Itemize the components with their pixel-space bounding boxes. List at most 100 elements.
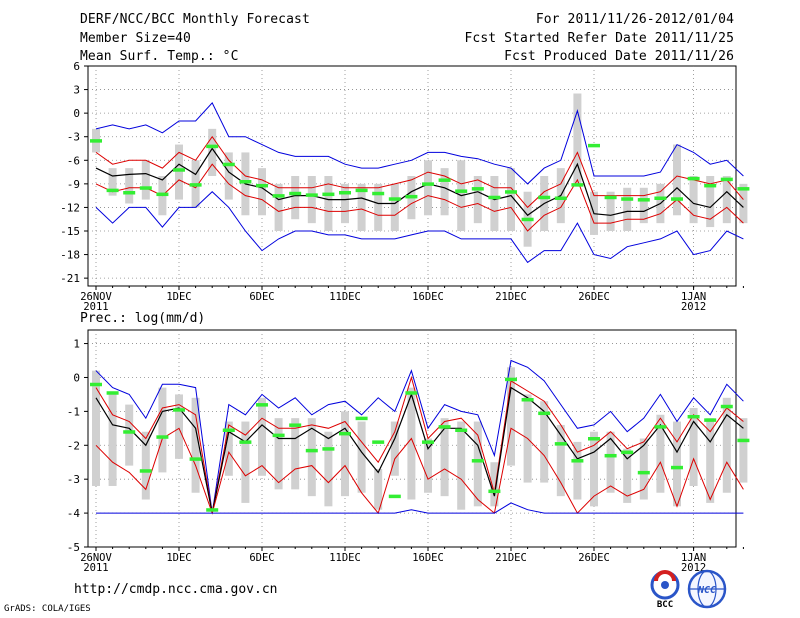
prec-x-tick-label: 1JAN — [681, 552, 706, 564]
temp-y-tick-label: -12 — [60, 201, 80, 214]
temp-y-tick-label: -21 — [60, 272, 80, 285]
prec-box — [507, 367, 515, 466]
temp-observation-marker — [687, 176, 700, 181]
prec-panel-title: Prec.: log(mm/d) — [80, 311, 205, 326]
temp-observation-marker — [737, 187, 750, 191]
prec-observation-marker — [538, 411, 551, 416]
prec-box — [324, 431, 333, 507]
temp-x-tick-year: 2011 — [83, 301, 108, 313]
prec-observation-marker — [206, 508, 219, 512]
prec-box — [92, 370, 100, 486]
temp-observation-marker — [90, 139, 102, 143]
temp-observation-marker — [604, 195, 617, 200]
temp-observation-marker — [704, 183, 717, 188]
temp-box — [208, 128, 217, 176]
prec-box — [673, 421, 681, 507]
temp-observation-marker — [455, 189, 468, 193]
temp-box — [141, 160, 150, 200]
prec-observation-marker — [604, 453, 617, 458]
temp-box — [357, 183, 366, 231]
temp-x-tick-label: 16DEC — [412, 291, 444, 303]
temp-box — [175, 144, 183, 200]
forecast-period-label: For 2011/11/26-2012/01/04 — [535, 12, 734, 27]
temp-observation-marker — [256, 183, 268, 188]
prec-observation-marker — [339, 431, 351, 436]
temp-observation-marker — [671, 197, 683, 201]
prec-box — [639, 438, 648, 500]
prec-box — [490, 462, 499, 507]
temp-observation-marker — [521, 217, 534, 222]
prec-y-tick-label: -5 — [67, 541, 80, 554]
temp-box — [224, 152, 233, 200]
prec-observation-marker — [554, 442, 567, 446]
temp-observation-marker — [339, 191, 351, 195]
temp-observation-marker — [405, 194, 418, 199]
prec-box — [125, 404, 134, 466]
temp-box — [274, 183, 283, 231]
temp-observation-marker — [571, 183, 584, 187]
temp-observation-marker — [538, 195, 551, 200]
temp-x-tick-label: 26DEC — [578, 291, 610, 303]
temp-observation-marker — [720, 177, 733, 182]
temp-x-tick-label: 26NOV — [80, 291, 112, 303]
prec-box — [191, 397, 200, 493]
temp-upper-spread-line — [95, 135, 744, 209]
temp-box — [324, 176, 333, 231]
temp-x-tick-label: 1DEC — [166, 291, 191, 303]
prec-box — [374, 469, 383, 510]
prec-box — [606, 431, 615, 493]
temp-ensemble-minimum-line — [95, 191, 744, 264]
temp-box — [490, 176, 499, 231]
prec-ensemble-minimum-line — [96, 502, 744, 514]
temp-observation-marker — [156, 192, 169, 197]
temp-ensemble-mean-line — [95, 147, 744, 217]
prec-box — [440, 418, 449, 497]
temp-observation-marker — [372, 191, 385, 196]
prec-observation-marker — [355, 416, 368, 421]
prec-box — [175, 394, 183, 459]
prec-observation-marker — [123, 430, 136, 434]
prec-box — [540, 401, 549, 483]
prec-box — [722, 397, 731, 493]
prec-box — [341, 411, 349, 497]
temp-observation-marker — [438, 178, 451, 182]
prec-observation-marker — [588, 437, 600, 441]
temp-box — [258, 168, 266, 216]
prec-observation-marker — [571, 459, 584, 463]
prec-upper-spread-line — [95, 375, 744, 514]
prec-observation-marker — [256, 403, 268, 407]
prec-observation-marker — [737, 438, 750, 443]
prec-observation-marker — [438, 425, 451, 429]
bcc-logo: BCC — [650, 570, 680, 609]
temp-y-tick-label: 3 — [73, 84, 80, 97]
prec-box — [656, 414, 665, 493]
temp-x-tick-label: 6DEC — [249, 291, 274, 303]
prec-observation-marker — [471, 459, 484, 463]
temp-box — [606, 191, 615, 231]
prec-box — [473, 421, 482, 507]
prec-observation-marker — [488, 489, 501, 494]
prec-observation-marker — [405, 391, 418, 395]
fcst-produced-label: Fcst Produced Date 2011/11/26 — [504, 49, 734, 64]
temp-x-tick-label: 1JAN — [681, 291, 706, 303]
temp-observation-marker — [206, 144, 219, 149]
temp-observation-marker — [322, 192, 335, 197]
temp-y-tick-label: -6 — [67, 154, 80, 167]
prec-y-tick-label: -3 — [67, 473, 80, 486]
prec-y-tick-label: -2 — [67, 439, 80, 452]
prec-box — [224, 421, 233, 476]
temp-box — [739, 183, 748, 224]
prec-y-tick-label: 1 — [73, 338, 80, 351]
prec-observation-marker — [422, 440, 434, 444]
temp-box — [291, 176, 300, 220]
temp-x-tick-year: 2012 — [681, 301, 706, 313]
temp-box — [424, 160, 432, 216]
chart-title: DERF/NCC/BCC Monthly Forecast — [80, 12, 310, 27]
prec-box — [258, 397, 266, 476]
temp-ensemble-maximum-line — [95, 102, 744, 185]
prec-observation-marker — [687, 414, 700, 419]
prec-observation-marker — [704, 418, 717, 422]
prec-box — [424, 438, 432, 493]
temp-observation-marker — [222, 162, 235, 167]
prec-observation-marker — [372, 440, 385, 444]
